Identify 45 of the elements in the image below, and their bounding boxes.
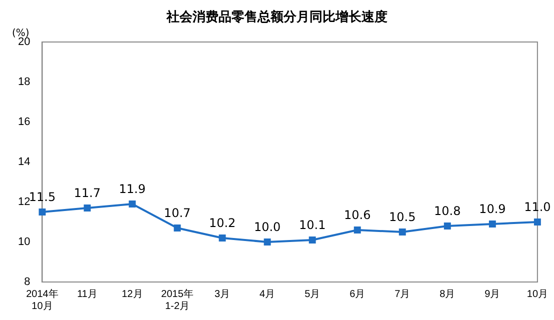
data-label: 10.2 [208, 216, 236, 230]
point [354, 226, 361, 234]
y-tick-label: 20 [18, 36, 30, 48]
x-tick-label: 7月 [394, 288, 410, 300]
data-label: 11.5 [28, 190, 56, 204]
y-tick-label: 14 [18, 156, 30, 168]
data-label: 10.0 [254, 220, 281, 234]
x-tick-label: 5月 [304, 288, 320, 300]
x-tick-label: 2014年 10月 [26, 288, 58, 312]
point [264, 238, 271, 246]
point [398, 228, 406, 236]
x-tick-label: 12月 [122, 288, 143, 300]
point [488, 220, 496, 228]
point [218, 234, 226, 242]
y-axis-title: (%) [12, 28, 30, 39]
y-tick-label: 18 [18, 76, 30, 88]
point [308, 236, 316, 244]
x-tick-label: 6月 [350, 288, 366, 300]
x-tick-label: 3月 [214, 288, 230, 300]
x-tick-label: 4月 [260, 288, 276, 300]
point [84, 204, 91, 212]
y-tick-label: 16 [18, 116, 30, 128]
x-tick-label: 8月 [440, 288, 456, 300]
y-tick-label: 12 [18, 196, 30, 208]
point [128, 200, 136, 208]
y-tick-label: 8 [24, 276, 30, 288]
data-label: 10.7 [164, 206, 191, 220]
x-tick-label: 9月 [484, 288, 500, 300]
y-tick-label: 10 [18, 236, 30, 248]
data-label: 11.7 [74, 186, 101, 200]
data-label: 11.9 [118, 182, 146, 196]
data-label: 10.1 [298, 218, 326, 232]
data-label: 10.5 [389, 210, 416, 224]
data-label: 10.8 [434, 204, 461, 218]
point [38, 208, 46, 216]
point [444, 222, 451, 230]
point [174, 224, 181, 232]
data-label: 10.9 [479, 202, 506, 216]
chart-title: 社会消费品零售总额分月同比增长速度 [165, 8, 388, 26]
data-label: 11.0 [524, 200, 551, 214]
data-label: 10.6 [344, 208, 371, 222]
point [534, 218, 541, 226]
x-tick-label: 10月 [526, 288, 548, 300]
x-tick-label: 2015年 1-2月 [161, 288, 194, 312]
x-tick-label: 11月 [77, 288, 98, 300]
